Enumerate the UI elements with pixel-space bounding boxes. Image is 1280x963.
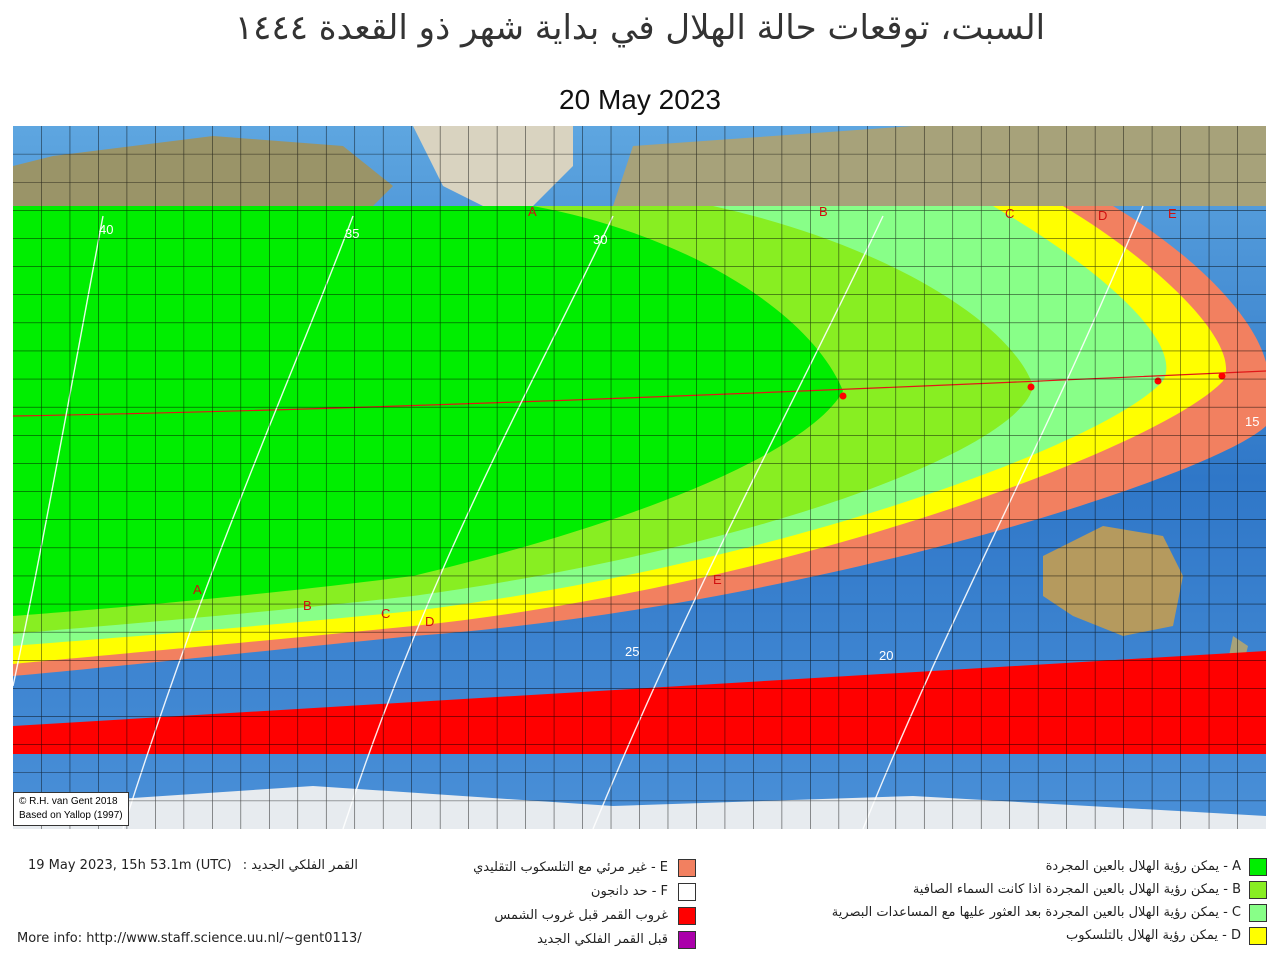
contour-label-35: 35 — [345, 226, 359, 241]
contour-line — [13, 215, 104, 687]
date-subtitle: 20 May 2023 — [559, 84, 721, 115]
zone-label-b: B — [819, 204, 828, 219]
legend-swatch-b — [1249, 881, 1267, 899]
zone-a — [13, 206, 843, 616]
new-moon-time: 19 May 2023, 15h 53.1m (UTC) — [28, 858, 232, 873]
legend-swatch-d — [1249, 927, 1267, 945]
copyright-line-2: Based on Yallop (1997) — [19, 810, 123, 821]
zone-label-e: E — [1168, 206, 1177, 221]
marker-d — [1218, 372, 1226, 380]
ecliptic-line — [13, 370, 1266, 417]
australia-land — [1043, 526, 1183, 636]
zone-label-d-south: D — [425, 614, 434, 629]
legend-label-moonset: غروب القمر قبل غروب الشمس — [494, 908, 668, 923]
legend-swatch-c — [1249, 904, 1267, 922]
legend-label-b: B - يمكن رؤية الهلال بالعين المجردة اذا … — [912, 882, 1241, 897]
contour-label-15: 15 — [1245, 414, 1259, 429]
legend-label-e: E - غير مرئي مع التلسكوب التقليدي — [473, 860, 668, 875]
contour-label-40: 40 — [99, 222, 113, 237]
marker-c — [1154, 377, 1162, 385]
copyright-line-1: © R.H. van Gent 2018 — [19, 796, 118, 807]
zone-label-d: D — [1098, 208, 1107, 223]
contour-line — [862, 205, 1144, 829]
copyright-box: © R.H. van Gent 2018 Based on Yallop (19… — [13, 792, 129, 826]
zone-label-c: C — [1005, 206, 1014, 221]
legend-swatch-moonset — [678, 907, 696, 925]
zone-label-c-south: C — [381, 606, 390, 621]
eurasia-land — [613, 126, 1266, 206]
legend-swatch-newmoon — [678, 931, 696, 949]
new-moon-label: القمر الفلكي الجديد : — [242, 858, 358, 873]
visibility-map: A B C D E A B C D E 40 35 30 25 20 15 — [13, 126, 1266, 829]
zone-label-a: A — [528, 204, 537, 219]
legend-swatch-f — [678, 883, 696, 901]
contour-label-20: 20 — [879, 648, 893, 663]
legend-label-c: C - يمكن رؤية الهلال بالعين المجردة بعد … — [831, 905, 1241, 920]
zone-label-a-south: A — [193, 582, 202, 597]
zone-label-e-south: E — [713, 572, 722, 587]
contour-label-25: 25 — [625, 644, 639, 659]
contour-line — [342, 215, 614, 829]
legend-label-newmoon: قبل القمر الفلكي الجديد — [537, 932, 668, 947]
page-title: السبت، توقعات حالة الهلال في بداية شهر ذ… — [234, 8, 1046, 48]
contour-label-30: 30 — [593, 232, 607, 247]
greenland-land — [413, 126, 573, 206]
contour-line — [592, 215, 884, 829]
legend-label-f: F - حد دانجون — [590, 884, 668, 899]
legend-label-a: A - يمكن رؤية الهلال بالعين المجردة — [1045, 859, 1241, 874]
legend-swatch-a — [1249, 858, 1267, 876]
legend-label-d: D - يمكن رؤية الهلال بالتلسكوب — [1066, 928, 1241, 943]
marker-b — [1027, 383, 1035, 391]
marker-a — [839, 392, 847, 400]
zone-label-b-south: B — [303, 598, 312, 613]
legend-swatch-e — [678, 859, 696, 877]
more-info-link[interactable]: More info: http://www.staff.science.uu.n… — [17, 931, 362, 946]
